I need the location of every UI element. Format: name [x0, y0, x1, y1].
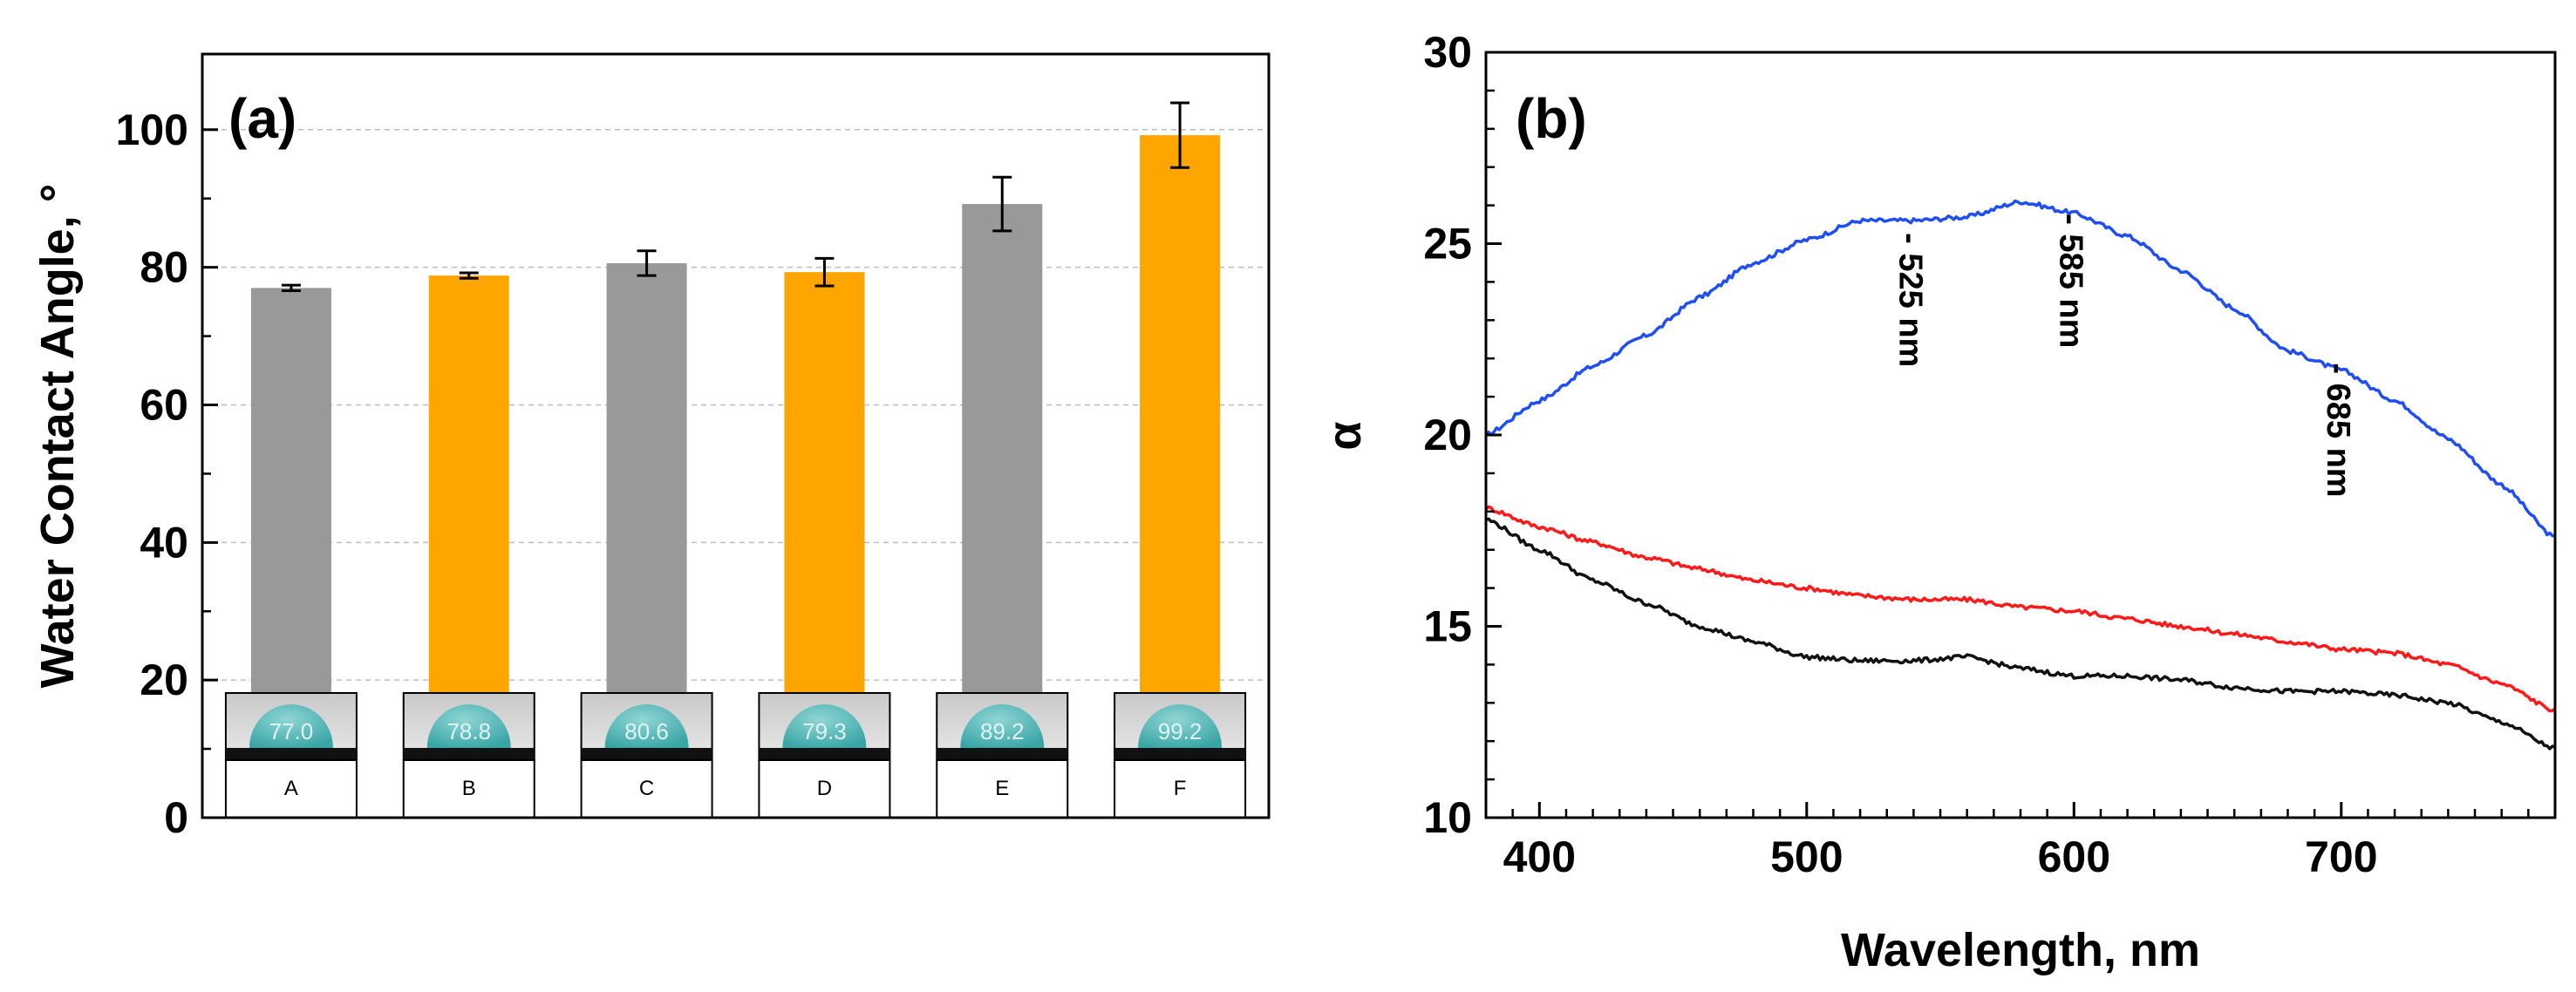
a-x-category-label: B — [462, 777, 476, 800]
inset-angle-value: 78.8 — [446, 718, 491, 744]
b-y-tick-label: 10 — [1423, 793, 1472, 842]
b-y-tick-label: 25 — [1423, 220, 1472, 268]
b-y-tick-label: 30 — [1423, 28, 1472, 77]
b-x-ticks: 400 500 600 700 — [1484, 802, 2557, 881]
substrate-band — [403, 748, 535, 760]
a-y-ticks: 0 20 40 60 80 100 — [116, 105, 218, 842]
inset-label-box — [1114, 759, 1247, 819]
b-x-tick-label: 700 — [2305, 832, 2377, 881]
b-annotation-label: - 585 nm — [2052, 214, 2089, 348]
a-panel-label: (a) — [228, 87, 296, 150]
a-inset-C: 80.6 C — [580, 692, 713, 819]
a-inset-E: 89.2 E — [936, 692, 1069, 819]
b-series-black — [1485, 517, 2556, 751]
a-bar-E — [962, 204, 1043, 694]
inset-angle-value: 80.6 — [624, 718, 669, 744]
b-series-red — [1484, 505, 2557, 713]
inset-angle-value: 77.0 — [269, 718, 314, 744]
inset-label-box — [224, 759, 358, 819]
inset-label-box — [758, 759, 891, 819]
b-x-tick-label: 600 — [2038, 832, 2110, 881]
substrate-band — [1114, 748, 1246, 760]
a-inset-F: 99.2 F — [1114, 692, 1247, 819]
a-bar-B — [428, 275, 509, 693]
water-droplet-icon — [960, 704, 1045, 748]
substrate-band — [937, 748, 1068, 760]
b-plot-frame — [1484, 51, 2557, 819]
inset-angle-value: 89.2 — [980, 718, 1025, 744]
b-y-tick-label: 15 — [1423, 602, 1472, 651]
panel-b-line-chart: 400 500 600 700 10 15 20 25 30 - 525 nm - 585 nm… — [1319, 28, 2557, 976]
a-bar-D — [784, 272, 865, 693]
a-y-tick-label: 60 — [140, 380, 188, 429]
a-y-tick-label: 20 — [140, 656, 188, 704]
a-bar-C — [606, 262, 687, 693]
a-bar-A — [250, 288, 331, 693]
a-y-axis-title: Water Contact Angle, ° — [31, 184, 84, 689]
a-error-bars — [281, 101, 1190, 292]
a-inset-D: 79.3 D — [758, 692, 891, 819]
a-x-category-label: C — [639, 777, 654, 800]
substrate-band — [225, 748, 357, 760]
b-annotation-label: - 685 nm — [2320, 363, 2356, 497]
panel-a-bar-chart: 77.0 A 78.8 B 80.6 C 79.3 D 89.2 E 99.2 F 0 20 40 60 80… — [31, 52, 1271, 842]
water-droplet-icon — [249, 704, 333, 748]
b-panel-label: (b) — [1516, 87, 1587, 150]
substrate-band — [759, 748, 890, 760]
a-x-category-label: D — [817, 777, 832, 800]
inset-label-box — [402, 759, 535, 819]
b-x-tick-label: 400 — [1503, 832, 1576, 881]
water-droplet-icon — [1138, 704, 1223, 748]
water-droplet-icon — [604, 704, 689, 748]
substrate-band — [581, 748, 712, 760]
inset-label-box — [936, 759, 1069, 819]
a-y-tick-label: 80 — [140, 243, 188, 292]
a-x-category-label: A — [284, 777, 298, 800]
b-series-blue — [1485, 199, 2556, 539]
inset-angle-value: 79.3 — [802, 718, 847, 744]
b-y-ticks: 10 15 20 25 30 — [1423, 28, 1502, 842]
a-y-tick-label: 0 — [164, 793, 188, 842]
water-droplet-icon — [782, 704, 867, 748]
a-droplet-insets: 77.0 A 78.8 B 80.6 C 79.3 D 89.2 E 99.2 F — [224, 692, 1247, 819]
a-inset-B: 78.8 B — [402, 692, 535, 819]
water-droplet-icon — [426, 704, 511, 748]
b-series-lines — [1484, 199, 2557, 751]
a-y-tick-label: 100 — [116, 105, 188, 154]
inset-angle-value: 99.2 — [1158, 718, 1203, 744]
b-annotations: - 525 nm - 585 nm - 685 nm — [1891, 214, 2355, 497]
b-x-axis-title: Wavelength, nm — [1841, 924, 2200, 976]
a-bar-F — [1140, 135, 1221, 693]
a-plot-frame — [201, 52, 1271, 819]
a-x-category-label: E — [995, 777, 1009, 800]
b-y-axis-title: α — [1319, 421, 1371, 450]
a-x-category-label: F — [1174, 777, 1187, 800]
b-annotation-label: - 525 nm — [1891, 233, 1928, 367]
b-y-tick-label: 20 — [1423, 411, 1472, 459]
a-y-tick-label: 40 — [140, 518, 188, 567]
a-bars — [250, 135, 1221, 694]
b-x-tick-label: 500 — [1770, 832, 1843, 881]
a-inset-A: 77.0 A — [224, 692, 358, 819]
a-gridlines — [202, 129, 1269, 681]
